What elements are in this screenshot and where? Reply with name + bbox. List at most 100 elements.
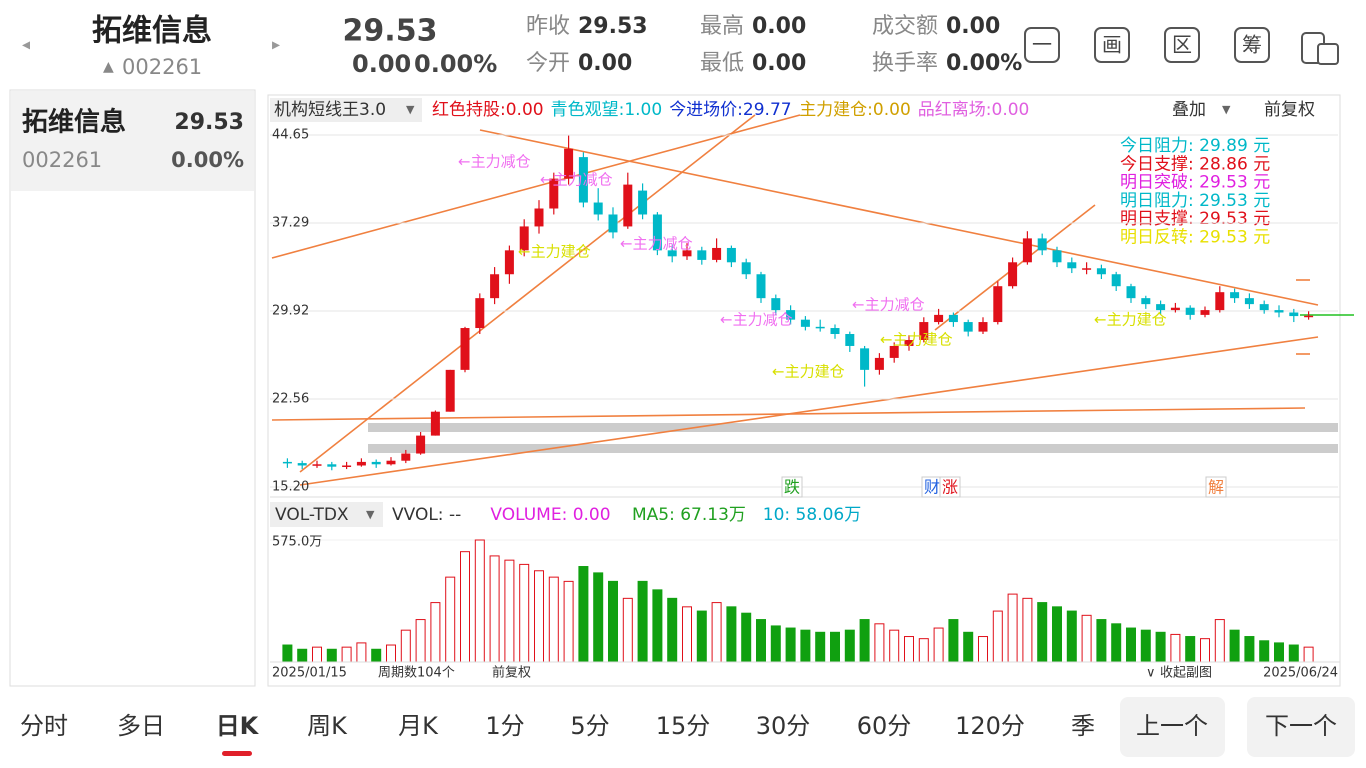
candle-body — [1170, 307, 1180, 311]
overlay[interactable]: 叠加 — [1172, 100, 1206, 120]
tool-icon[interactable] — [1094, 27, 1130, 63]
stat-value: 0.00% — [946, 51, 1022, 76]
sidebar-item[interactable] — [11, 91, 254, 191]
volume-bar — [460, 551, 470, 663]
next-arrow[interactable]: ▸ — [272, 35, 280, 54]
candle-body — [504, 250, 514, 275]
adjust-label: 前复权 — [492, 665, 531, 681]
event-marker[interactable] — [781, 476, 803, 498]
candle-body — [549, 178, 559, 209]
candle-body — [1141, 298, 1151, 305]
period-tab[interactable]: 季 — [1071, 712, 1095, 740]
volume-value: VOLUME: 0.00 — [490, 505, 610, 525]
candle-body — [1200, 310, 1210, 315]
trend-lines — [271, 114, 1319, 486]
tool-icon[interactable] — [1164, 27, 1200, 63]
level-text: 今日阻力: 29.89 元 — [1120, 136, 1270, 156]
volume-bar — [830, 631, 840, 663]
price: 29.53 — [343, 14, 438, 49]
adjust[interactable]: 前复权 — [1264, 100, 1315, 120]
band — [368, 423, 1338, 432]
volume-bar — [859, 619, 870, 663]
volume-bar — [874, 623, 885, 663]
indicator-value: 今进场价:29.77 — [669, 100, 791, 120]
period-tab[interactable]: 15分 — [656, 712, 711, 740]
stat-value: 0.00 — [578, 51, 632, 76]
annotation: ←主力建仓 — [772, 363, 845, 381]
period-tab[interactable]: 多日 — [117, 712, 165, 740]
volume-bar — [430, 602, 441, 663]
tool-icon[interactable] — [1234, 27, 1270, 63]
candle-body — [342, 465, 352, 467]
volume-bar — [548, 576, 559, 663]
side-name: 拓维信息 — [22, 107, 126, 138]
candle-body — [786, 310, 796, 320]
period-tab[interactable]: 5分 — [570, 712, 609, 740]
indicator-value: 主力建仓:0.00 — [799, 100, 911, 120]
period-tab[interactable]: 120分 — [955, 712, 1025, 740]
volume-bar — [622, 597, 633, 663]
y-tick-label: 15.20 — [272, 480, 309, 495]
volume-bar — [844, 629, 855, 663]
prev-arrow[interactable]: ◂ — [22, 35, 30, 54]
volume-value: 10: 58.06万 — [763, 505, 861, 525]
tool-icon-label: 画 — [1102, 33, 1122, 57]
event-marker[interactable] — [939, 476, 961, 498]
volume-bar — [489, 555, 500, 663]
volume-bar — [578, 566, 589, 663]
volume-bar — [386, 644, 396, 663]
event-marker[interactable] — [1205, 476, 1227, 498]
code-arrow: ▲ — [103, 59, 114, 75]
volume-bar — [1111, 623, 1122, 663]
volume-bar — [785, 627, 796, 663]
next-button[interactable] — [1247, 697, 1355, 757]
candle-body — [445, 369, 455, 412]
tool-icon[interactable] — [1024, 27, 1060, 63]
stock-name: 拓维信息 — [92, 14, 212, 49]
period-tab[interactable]: 30分 — [756, 712, 811, 740]
candle-body — [845, 334, 855, 346]
volume-bar — [741, 612, 752, 663]
indicator-select[interactable] — [270, 98, 422, 122]
volume-bar — [371, 648, 382, 663]
stat-value: 0.00 — [946, 14, 1000, 39]
volume-bar — [637, 580, 648, 663]
volume-bar — [1288, 644, 1299, 663]
period-tab[interactable]: 月K — [398, 712, 439, 740]
annotation: ←主力减仓 — [620, 235, 693, 253]
volume-bar — [770, 625, 781, 663]
volume-bar — [356, 642, 367, 663]
collapse[interactable]: 收起副图 — [1160, 666, 1212, 681]
candle-body — [1156, 304, 1166, 311]
candle-body — [904, 339, 914, 346]
change: 0.00 — [352, 50, 411, 78]
candle-body — [726, 247, 736, 263]
candle-body — [800, 319, 810, 327]
volume-select[interactable] — [270, 502, 383, 527]
volume-bar — [400, 629, 411, 663]
volume-bar — [800, 629, 811, 663]
active-indicator — [222, 751, 252, 756]
candle-body — [948, 314, 958, 323]
candle-body — [1230, 292, 1240, 299]
candle-body — [1052, 250, 1062, 263]
volume-bar — [1259, 640, 1270, 663]
period-tab[interactable]: 60分 — [857, 712, 912, 740]
phone-icon[interactable] — [1301, 32, 1339, 65]
event-marker-label: 解 — [1208, 478, 1224, 497]
period-tab[interactable]: 日K — [216, 712, 260, 740]
period-tab[interactable]: 周K — [307, 712, 348, 740]
candle-body — [1304, 315, 1314, 318]
period-tab[interactable]: 分时 — [20, 712, 68, 740]
annotation: ←主力减仓 — [852, 296, 925, 314]
candle-body — [830, 328, 840, 335]
period-tab[interactable]: 1分 — [485, 712, 524, 740]
stat-value: 29.53 — [578, 14, 648, 39]
tool-icon-label: 区 — [1172, 33, 1192, 57]
annotation: ←主力建仓 — [1094, 311, 1167, 329]
event-marker-label: 财 — [924, 478, 940, 497]
volume-bar — [341, 646, 352, 663]
prev-button[interactable] — [1120, 697, 1225, 757]
stat-label: 今开 — [526, 51, 570, 76]
candle-body — [430, 411, 440, 436]
